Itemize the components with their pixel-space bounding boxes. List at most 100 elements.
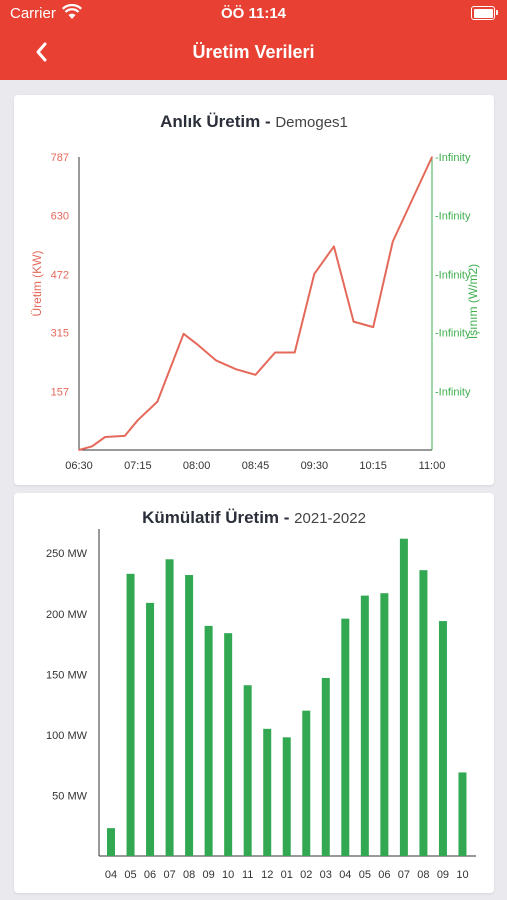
x-tick-label: 08 [183, 869, 195, 881]
cumulative-production-card: Kümülatif Üretim - 2021-2022 250 MW 200 M… [14, 493, 494, 893]
x-tick-label: 11 [242, 869, 253, 881]
x-tick-label: 06 [378, 869, 390, 881]
x-tick-label: 07:15 [124, 460, 152, 472]
bar [107, 828, 115, 856]
bar [126, 573, 135, 856]
y-tick-label: 50 MW [52, 790, 87, 802]
bar [380, 593, 389, 856]
instant-chart-title-main: Anlık Üretim [160, 112, 261, 131]
cumulative-chart-title-main: Kümülatif Üretim [142, 508, 280, 527]
data-point [293, 351, 296, 354]
x-tick-label: 09:30 [301, 460, 329, 472]
x-tick-label: 11:00 [419, 460, 446, 472]
x-tick-label: 08:45 [242, 460, 270, 472]
bar [282, 737, 291, 856]
data-point [91, 445, 93, 448]
cumulative-production-chart: 250 MW 200 MW 150 MW 100 MW 50 MW 04 05 06 07 08 0… [46, 529, 476, 881]
x-tick-label: 09 [203, 869, 215, 881]
bar [263, 728, 272, 856]
y2-tick-label: -Infinity [435, 152, 471, 164]
data-point [391, 240, 394, 243]
y2-tick-label: -Infinity [435, 387, 471, 399]
instant-chart-title: Anlık Üretim - Demoges1 [14, 112, 494, 132]
bar [243, 685, 252, 856]
status-bar: Carrier ÖÖ 11:14 [0, 0, 507, 26]
status-time: ÖÖ 11:14 [220, 5, 287, 22]
bar [146, 602, 155, 856]
x-tick-label: 02 [300, 869, 312, 881]
battery-icon [471, 6, 498, 20]
bar [302, 710, 311, 856]
data-point [182, 333, 185, 335]
x-tick-label: 06:30 [65, 460, 93, 472]
instant-production-chart: 787 630 472 315 157 -Infinity -Infinity -Infini… [30, 152, 480, 472]
x-tick-label: 03 [320, 869, 332, 881]
y2-tick-label: -Infinity [435, 328, 471, 340]
instant-chart-title-separator: - [260, 112, 276, 131]
data-point [254, 373, 257, 376]
instant-chart-subtitle: Demoges1 [275, 114, 348, 131]
data-point [215, 359, 218, 362]
x-tick-label: 08 [417, 869, 429, 881]
x-tick-label: 01 [281, 869, 293, 881]
x-tick-label: 08:00 [183, 460, 211, 472]
cumulative-chart-title: Kümülatif Üretim - 2021-2022 [14, 508, 494, 528]
data-point [235, 368, 237, 371]
y-tick-label: 100 MW [46, 730, 88, 742]
bar [419, 570, 428, 856]
y-tick-label: 787 [51, 152, 69, 164]
y-tick-label: 250 MW [46, 548, 88, 560]
bar [399, 538, 408, 856]
y2-tick-label: -Infinity [435, 210, 471, 222]
bar [341, 618, 350, 856]
data-point [123, 435, 126, 437]
bar [458, 772, 467, 856]
y-tick-label: 315 [51, 328, 69, 340]
data-point [431, 156, 433, 158]
bar [360, 595, 369, 856]
x-tick-label: 05 [359, 869, 371, 881]
instant-production-card: Anlık Üretim - Demoges1 787 630 472 315 157 -… [14, 95, 494, 485]
data-point [195, 343, 198, 345]
x-tick-label: 12 [261, 869, 273, 881]
x-tick-label: 10:15 [359, 460, 387, 472]
cumulative-chart-title-separator: - [279, 508, 295, 527]
data-point [274, 351, 276, 354]
y2-axis-label: Işınım (W/m2) [466, 264, 480, 339]
y-tick-label: 630 [51, 210, 69, 222]
production-line [78, 156, 433, 451]
data-point [137, 419, 139, 422]
y-axis-label: Üretim (KW) [30, 251, 44, 317]
x-tick-label: 06 [144, 869, 156, 881]
y-tick-label: 150 MW [46, 669, 88, 681]
y2-tick-label: -Infinity [435, 269, 471, 281]
cumulative-chart-subtitle: 2021-2022 [294, 510, 366, 527]
data-point [352, 320, 355, 323]
x-tick-label: 04 [339, 869, 351, 881]
data-point [156, 400, 159, 403]
bar [321, 677, 330, 856]
data-point [104, 436, 106, 438]
carrier-label: Carrier [10, 5, 56, 22]
x-tick-label: 10 [456, 869, 468, 881]
x-tick-label: 09 [437, 869, 449, 881]
bar [438, 621, 447, 856]
bar [165, 559, 174, 856]
x-tick-label: 07 [163, 869, 175, 881]
data-point [333, 245, 335, 248]
x-tick-label: 10 [222, 869, 234, 881]
bar [185, 575, 194, 856]
x-tick-label: 05 [124, 869, 136, 881]
bar [204, 625, 213, 856]
data-point [313, 273, 316, 275]
data-point [372, 326, 374, 328]
back-button[interactable] [30, 38, 54, 66]
page-title: Üretim Verileri [192, 42, 315, 62]
x-tick-label: 07 [398, 869, 410, 881]
y-tick-label: 472 [51, 269, 69, 281]
data-point [78, 449, 80, 451]
x-tick-label: 04 [105, 869, 117, 881]
chevron-left-icon [36, 42, 47, 62]
app-header: Carrier ÖÖ 11:14 Üretim Verileri [0, 0, 507, 80]
bar [224, 633, 233, 856]
